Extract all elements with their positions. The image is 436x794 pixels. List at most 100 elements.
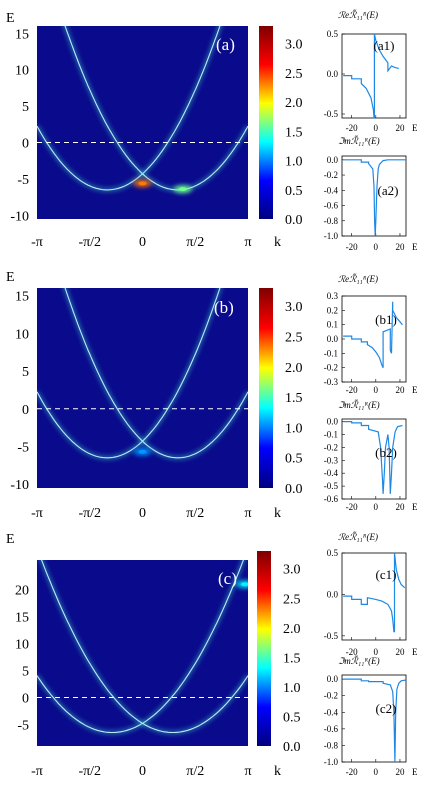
series-line-0 — [343, 159, 406, 237]
xlabel: E — [412, 242, 418, 252]
line-panel-1: ℛeℛ̃₁₁ᴿ(E) 0.5 0.0 -0.5 -20 0 20 E (a1) — [324, 9, 418, 133]
heatmap-background — [37, 560, 248, 746]
panel-label: (b2) — [375, 445, 397, 460]
xtick-label: 0 — [139, 235, 146, 250]
xlabel: E — [412, 385, 418, 395]
xlabel: E — [412, 647, 418, 657]
xtick-label: -π — [31, 764, 43, 779]
ylabel: ℑmℛ̃₁₁ᴿ(E) — [338, 135, 380, 146]
series-line-0 — [343, 421, 403, 494]
xtick-label: π/2 — [186, 506, 204, 521]
ytick-label: -5 — [17, 440, 29, 455]
heatmap-panel-3: 15 10 5 0 -5 -10 E -π -π/2 0 π/2 π k (b) 3.0 2.5 2.0 1.5 1… — [6, 270, 303, 521]
xlabel: E — [412, 767, 418, 777]
colorbar-tick-label: 1.5 — [285, 125, 303, 140]
colorbar — [259, 288, 273, 488]
colorbar-tick-label: 0.5 — [283, 710, 301, 725]
xlabel: k — [274, 764, 281, 779]
colorbar-tick-label: 0.0 — [285, 482, 303, 497]
xtick-label: π/2 — [186, 235, 204, 250]
colorbar-tick-label: 2.5 — [285, 67, 303, 82]
ytick-label: -5 — [17, 718, 29, 733]
series-line-0 — [343, 678, 407, 763]
colorbar-tick-label: 0.5 — [285, 452, 303, 467]
line-panel-4: ℛeℛ̃₁₁ᴿ(E) 0.3 0.2 0.1 0.0 -0.1 -0.2 -0.3 -20 0 20… — [324, 273, 418, 395]
ylabel: ℑmℛ̃₁₁ᴿ(E) — [338, 655, 380, 666]
ytick-label: 0.3 — [327, 291, 339, 301]
ytick-label: 5 — [22, 365, 29, 380]
series-line-0 — [343, 33, 399, 119]
xtick-label: 20 — [395, 767, 405, 777]
hotspot-core-0 — [240, 582, 248, 587]
ytick-label: -0.8 — [324, 740, 339, 750]
ytick-label: 0 — [22, 403, 29, 418]
colorbar-tick-label: 1.5 — [283, 651, 301, 666]
xtick-label: 20 — [395, 385, 405, 395]
ytick-label: 5 — [22, 100, 29, 115]
ytick-label: -0.2 — [324, 442, 338, 452]
ytick-label: 20 — [15, 584, 29, 599]
colorbar-tick-label: 1.5 — [285, 391, 303, 406]
panel-label: (b1) — [375, 312, 397, 327]
panel-label: (a2) — [378, 183, 399, 198]
ylabel: ℑmℛ̃₁₁ᴿ(E) — [338, 399, 380, 410]
xtick-label: π — [244, 764, 251, 779]
colorbar-tick-label: 1.0 — [283, 681, 301, 696]
ytick-label: 0.1 — [327, 320, 338, 330]
colorbar-tick-label: 0.5 — [285, 184, 303, 199]
ytick-label: -0.2 — [324, 691, 338, 701]
ylabel: ℛeℛ̃₁₁ᴿ(E) — [338, 531, 378, 542]
ytick-label: -5 — [17, 173, 29, 188]
xtick-label: 0 — [374, 767, 379, 777]
ytick-label: -0.1 — [324, 348, 338, 358]
band-line-1 — [41, 560, 248, 734]
xtick-label: -20 — [346, 123, 358, 133]
ytick-label: 15 — [15, 27, 29, 42]
xtick-label: -20 — [346, 242, 358, 252]
ytick-label: 0.5 — [327, 29, 339, 39]
bands-group — [37, 288, 248, 460]
bands-group — [37, 560, 248, 735]
ytick-label: 10 — [15, 327, 29, 342]
ytick-label: 0 — [22, 691, 29, 706]
series-line-0 — [343, 552, 406, 633]
heatmap-background — [37, 288, 248, 488]
colorbar-tick-label: 1.0 — [285, 155, 303, 170]
colorbar-tick-label: 0.0 — [285, 213, 303, 228]
ylabel: ℛeℛ̃₁₁ᴿ(E) — [338, 273, 378, 284]
ytick-label: -0.4 — [324, 707, 339, 717]
colorbar-tick-label: 3.0 — [285, 38, 303, 53]
colorbar-tick-label: 2.5 — [283, 592, 301, 607]
ytick-label: -0.3 — [324, 377, 339, 387]
ytick-label: 15 — [15, 611, 29, 626]
xtick-label: 0 — [374, 242, 379, 252]
ytick-label: -0.5 — [324, 631, 339, 641]
panel-label: (c2) — [376, 701, 397, 716]
ytick-label: 0.0 — [327, 334, 339, 344]
ylabel: ℛeℛ̃₁₁ᴿ(E) — [338, 9, 378, 20]
ytick-label: -10 — [10, 209, 29, 224]
ytick-label: -0.1 — [324, 429, 338, 439]
colorbar-tick-label: 2.0 — [285, 361, 303, 376]
panel-label: (c1) — [376, 567, 397, 582]
colorbar-tick-label: 2.5 — [285, 330, 303, 345]
hotspot-core-0 — [138, 449, 147, 454]
xlabel: k — [274, 506, 281, 521]
ytick-label: -10 — [10, 478, 29, 493]
ytick-label: -0.2 — [324, 363, 338, 373]
colorbar-tick-label: 3.0 — [283, 563, 301, 578]
ytick-label: 0.5 — [327, 548, 339, 558]
heatmap-panel-6: 20 15 10 5 0 -5 E -π -π/2 0 π/2 π k (c) 3.0 2.5 2.0 1.5 1.… — [6, 532, 301, 779]
xtick-label: -π — [31, 506, 43, 521]
ytick-label: 0.0 — [327, 589, 339, 599]
heatmap-background — [37, 26, 248, 219]
xtick-label: 0 — [139, 764, 146, 779]
ytick-label: 15 — [15, 290, 29, 305]
ytick-label: 0.0 — [327, 155, 339, 165]
line-panel-8: ℑmℛ̃₁₁ᴿ(E) 0.0 -0.2 -0.4 -0.6 -0.8 -1.0 -20 0 20 E… — [324, 655, 418, 777]
panel-label: (a1) — [374, 38, 395, 53]
band-line-1 — [64, 26, 248, 191]
colorbar — [259, 26, 273, 219]
panel-label: (a) — [216, 35, 235, 54]
